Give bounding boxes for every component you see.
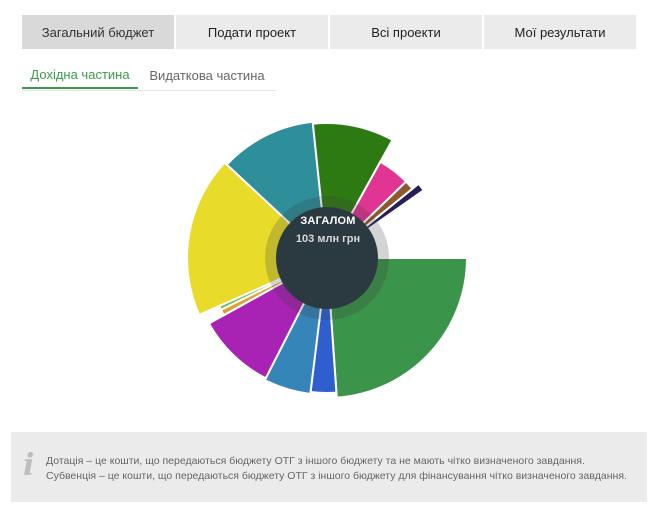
- subtab-expenses[interactable]: Видаткова частина: [149, 68, 265, 83]
- pie-chart: [186, 120, 469, 399]
- note-line-subvention: Субвенція – це кошти, що передаються бюд…: [46, 470, 627, 482]
- tab-all-projects[interactable]: Всі проекти: [330, 15, 482, 49]
- pie-slice-7[interactable]: [186, 161, 329, 317]
- tab-my-results[interactable]: Мої результати: [484, 15, 636, 49]
- note-text: Дотація – це кошти, що передаються бюдже…: [46, 454, 627, 484]
- main-tabs: Загальний бюджет Подати проект Всі проек…: [22, 15, 636, 49]
- tab-submit-project[interactable]: Подати проект: [176, 15, 328, 49]
- budget-chart: [0, 95, 658, 415]
- tab-total-budget[interactable]: Загальний бюджет: [22, 15, 174, 49]
- info-note: i Дотація – це кошти, що передаються бюд…: [11, 432, 647, 502]
- info-icon: i: [23, 448, 35, 483]
- subtab-income[interactable]: Дохідна частина: [22, 62, 138, 89]
- budget-subtabs: Дохідна частина Видаткова частина: [22, 62, 276, 91]
- note-line-subsidy: Дотація – це кошти, що передаються бюдже…: [46, 455, 585, 467]
- center-circle: [276, 207, 378, 309]
